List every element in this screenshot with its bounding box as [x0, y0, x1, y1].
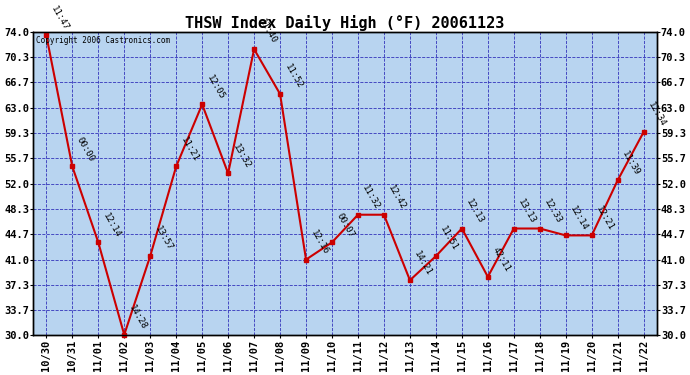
Text: 12:33: 12:33 [542, 197, 564, 225]
Text: 12:34: 12:34 [647, 101, 667, 129]
Text: 13:13: 13:13 [516, 197, 538, 225]
Text: 12:21: 12:21 [594, 204, 615, 232]
Text: 42:11: 42:11 [491, 246, 512, 273]
Text: 11:40: 11:40 [257, 18, 278, 46]
Title: THSW Index Daily High (°F) 20061123: THSW Index Daily High (°F) 20061123 [186, 15, 504, 31]
Text: 12:14: 12:14 [101, 211, 122, 239]
Text: 14:28: 14:28 [127, 303, 148, 331]
Text: 11:21: 11:21 [179, 135, 200, 163]
Text: 11:51: 11:51 [439, 225, 460, 253]
Text: 13:32: 13:32 [230, 142, 252, 170]
Text: 12:13: 12:13 [464, 197, 486, 225]
Text: 11:52: 11:52 [283, 63, 304, 91]
Text: 13:57: 13:57 [152, 225, 174, 253]
Text: 12:16: 12:16 [308, 228, 330, 256]
Text: 11:32: 11:32 [361, 183, 382, 211]
Text: 12:42: 12:42 [386, 183, 408, 211]
Text: 12:05: 12:05 [205, 73, 226, 101]
Text: 11:39: 11:39 [620, 149, 642, 177]
Text: 14:21: 14:21 [413, 249, 434, 277]
Text: 11:47: 11:47 [49, 4, 70, 32]
Text: 12:14: 12:14 [569, 204, 589, 232]
Text: Copyright 2006 Castronics.com: Copyright 2006 Castronics.com [37, 36, 170, 45]
Text: 00:00: 00:00 [75, 135, 96, 163]
Text: 00:07: 00:07 [335, 211, 356, 239]
